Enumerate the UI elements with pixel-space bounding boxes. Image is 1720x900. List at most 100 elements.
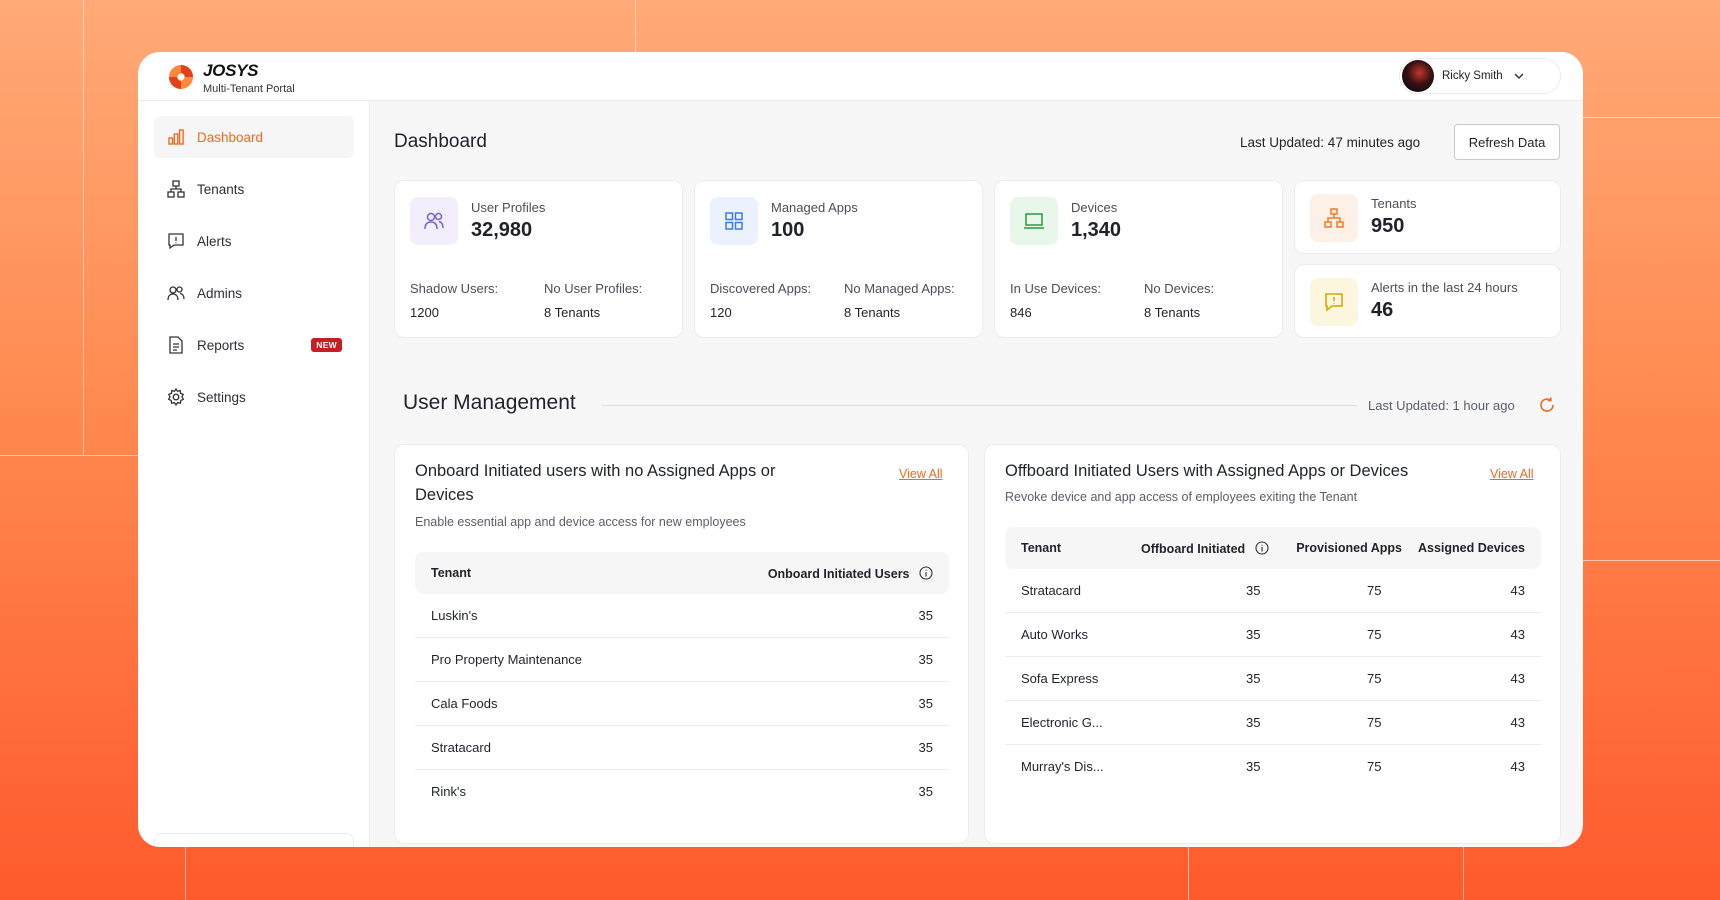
sub-value: 120 bbox=[710, 305, 732, 320]
table-row[interactable]: Murray's Dis... 35 75 43 bbox=[1005, 745, 1541, 789]
cell-count: 35 bbox=[918, 740, 933, 755]
cell-offboard: 35 bbox=[1246, 715, 1261, 730]
stat-value: 32,980 bbox=[471, 219, 533, 241]
panel-subtitle: Revoke device and app access of employee… bbox=[1005, 490, 1358, 504]
sub-label: No User Profiles: bbox=[544, 281, 643, 296]
table-row[interactable]: Pro Property Maintenance 35 bbox=[415, 638, 949, 682]
column-header-assigned-devices: Assigned Devices bbox=[1418, 541, 1525, 555]
grid-icon bbox=[710, 197, 758, 245]
stat-card-alerts[interactable]: Alerts in the last 24 hours 46 bbox=[1294, 264, 1561, 338]
sidebar: Dashboard Tenants Alerts Admins bbox=[138, 101, 370, 847]
stat-card-tenants[interactable]: Tenants 950 bbox=[1294, 180, 1561, 254]
sidebar-item-label: Admins bbox=[197, 285, 243, 301]
alert-message-icon bbox=[1310, 278, 1358, 326]
cell-apps: 75 bbox=[1367, 671, 1382, 686]
table-row[interactable]: Auto Works 35 75 43 bbox=[1005, 613, 1541, 657]
info-icon[interactable] bbox=[919, 566, 933, 580]
stat-value: 950 bbox=[1371, 215, 1405, 237]
sidebar-item-label: Tenants bbox=[197, 181, 245, 197]
stat-label: Alerts in the last 24 hours bbox=[1371, 280, 1518, 295]
stat-label: Tenants bbox=[1371, 196, 1417, 211]
sidebar-item-label: Reports bbox=[197, 337, 245, 353]
sidebar-item-label: Dashboard bbox=[197, 129, 264, 145]
cell-tenant: Luskin's bbox=[431, 608, 478, 623]
user-name: Ricky Smith bbox=[1442, 70, 1503, 82]
logo-name: JOSYS bbox=[203, 61, 259, 80]
table-row[interactable]: Electronic G... 35 75 43 bbox=[1005, 701, 1541, 745]
sidebar-item-dashboard[interactable]: Dashboard bbox=[154, 116, 354, 158]
sub-value: 8 Tenants bbox=[1144, 305, 1201, 320]
cell-offboard: 35 bbox=[1246, 759, 1261, 774]
cell-tenant: Stratacard bbox=[431, 740, 491, 755]
cell-tenant: Sofa Express bbox=[1021, 671, 1099, 686]
column-header-tenant: Tenant bbox=[1021, 541, 1062, 555]
page-title: Dashboard bbox=[394, 131, 487, 152]
offboard-panel: Offboard Initiated Users with Assigned A… bbox=[984, 444, 1561, 844]
stat-card-devices[interactable]: Devices 1,340 In Use Devices: 846 No Dev… bbox=[994, 180, 1283, 338]
laptop-icon bbox=[1010, 197, 1058, 245]
gear-icon bbox=[167, 387, 185, 407]
table-row[interactable]: Stratacard 35 bbox=[415, 726, 949, 770]
sidebar-item-label: Settings bbox=[197, 389, 246, 405]
sidebar-item-settings[interactable]: Settings bbox=[154, 376, 354, 418]
hierarchy-icon bbox=[1310, 194, 1358, 242]
sub-label: No Managed Apps: bbox=[844, 281, 955, 296]
hierarchy-icon bbox=[167, 180, 185, 198]
stat-label: Managed Apps bbox=[771, 200, 858, 215]
alert-message-icon bbox=[168, 233, 184, 250]
panel-title: Offboard Initiated Users with Assigned A… bbox=[1005, 462, 1409, 480]
cell-count: 35 bbox=[918, 608, 933, 623]
column-header-onboard-users: Onboard Initiated Users bbox=[768, 566, 933, 581]
stat-value: 46 bbox=[1371, 299, 1394, 321]
cell-devices: 43 bbox=[1510, 583, 1525, 598]
cell-tenant: Pro Property Maintenance bbox=[431, 652, 583, 667]
new-badge: NEW bbox=[311, 338, 342, 352]
josys-logo-icon bbox=[169, 65, 193, 89]
panel-subtitle: Enable essential app and device access f… bbox=[415, 515, 746, 529]
stat-label: User Profiles bbox=[471, 200, 546, 215]
cell-offboard: 35 bbox=[1246, 671, 1261, 686]
user-menu[interactable]: Ricky Smith bbox=[1399, 58, 1561, 94]
sidebar-item-label: Alerts bbox=[197, 233, 232, 249]
cell-devices: 43 bbox=[1510, 715, 1525, 730]
table-row[interactable]: Sofa Express 35 75 43 bbox=[1005, 657, 1541, 701]
sidebar-item-admins[interactable]: Admins bbox=[154, 272, 354, 314]
stat-card-user-profiles[interactable]: User Profiles 32,980 Shadow Users: 1200 … bbox=[394, 180, 683, 338]
table-row[interactable]: Luskin's 35 bbox=[415, 594, 949, 638]
cell-tenant: Electronic G... bbox=[1021, 715, 1103, 730]
sub-value: 8 Tenants bbox=[544, 305, 601, 320]
view-all-link[interactable]: View All bbox=[1490, 467, 1534, 481]
sub-value: 8 Tenants bbox=[844, 305, 901, 320]
sidebar-item-reports[interactable]: Reports NEW bbox=[154, 324, 354, 366]
document-icon bbox=[169, 336, 183, 354]
app-window: JOSYS Multi-Tenant Portal Ricky Smith Da… bbox=[138, 52, 1583, 847]
sidebar-item-tenants[interactable]: Tenants bbox=[154, 168, 354, 210]
section-title: User Management bbox=[403, 391, 576, 414]
cell-tenant: Murray's Dis... bbox=[1021, 759, 1104, 774]
sub-label: No Devices: bbox=[1144, 281, 1215, 296]
top-bar: JOSYS Multi-Tenant Portal Ricky Smith bbox=[138, 52, 1583, 101]
users-icon bbox=[410, 197, 458, 245]
stat-card-managed-apps[interactable]: Managed Apps 100 Discovered Apps: 120 No… bbox=[694, 180, 983, 338]
cell-apps: 75 bbox=[1367, 627, 1382, 642]
section-last-updated: Last Updated: 1 hour ago bbox=[1368, 398, 1515, 413]
section-divider bbox=[602, 405, 1357, 406]
sidebar-item-alerts[interactable]: Alerts bbox=[154, 220, 354, 262]
refresh-data-button[interactable]: Refresh Data bbox=[1454, 124, 1560, 160]
column-header-offboard-initiated: Offboard Initiated bbox=[1141, 541, 1269, 556]
chevron-down-icon bbox=[1514, 73, 1524, 79]
sub-label: In Use Devices: bbox=[1010, 281, 1102, 296]
info-icon[interactable] bbox=[1255, 541, 1269, 555]
cell-count: 35 bbox=[918, 652, 933, 667]
cell-apps: 75 bbox=[1367, 715, 1382, 730]
view-all-link[interactable]: View All bbox=[899, 467, 943, 481]
table-row[interactable]: Stratacard 35 75 43 bbox=[1005, 569, 1541, 613]
table-row[interactable]: Rink's 35 bbox=[415, 770, 949, 814]
table-row[interactable]: Cala Foods 35 bbox=[415, 682, 949, 726]
last-updated-text: Last Updated: 47 minutes ago bbox=[1240, 135, 1421, 150]
refresh-icon[interactable] bbox=[1538, 396, 1556, 414]
table-header: Tenant Onboard Initiated Users bbox=[415, 552, 949, 594]
table-header: Tenant Offboard Initiated Provisioned Ap… bbox=[1005, 527, 1541, 569]
cell-devices: 43 bbox=[1510, 759, 1525, 774]
cell-tenant: Cala Foods bbox=[431, 696, 498, 711]
